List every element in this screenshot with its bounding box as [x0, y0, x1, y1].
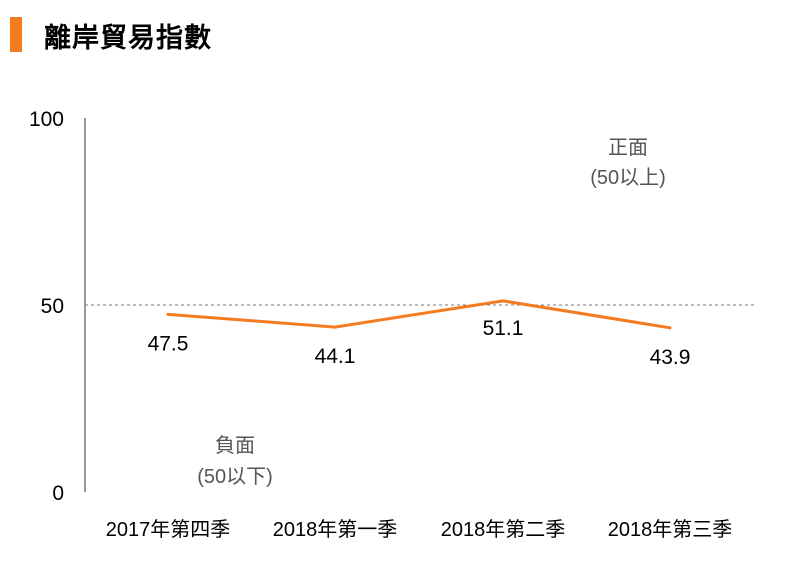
x-category-label: 2018年第三季 [608, 518, 733, 541]
data-label: 51.1 [483, 317, 524, 340]
negative-annotation-sub: (50以下) [197, 466, 273, 488]
y-tick-label: 0 [52, 482, 64, 505]
positive-annotation-sub: (50以上) [590, 166, 666, 189]
x-category-label: 2017年第四季 [106, 518, 231, 541]
data-point [333, 325, 337, 329]
series-line [167, 299, 671, 330]
y-tick-label: 100 [29, 108, 64, 131]
data-label: 43.9 [650, 346, 691, 369]
chart-title: 離岸貿易指數 [44, 23, 212, 54]
data-point [166, 312, 170, 316]
data-label: 47.5 [148, 332, 189, 355]
data-label: 44.1 [315, 345, 356, 368]
title-accent-bar [10, 17, 22, 52]
positive-annotation: 正面 [608, 137, 648, 159]
x-category-label: 2018年第一季 [273, 518, 398, 541]
y-tick-label: 50 [41, 295, 64, 318]
data-point [501, 299, 505, 303]
data-point [668, 326, 672, 330]
x-category-label: 2018年第二季 [441, 518, 566, 541]
negative-annotation: 負面 [215, 434, 255, 457]
